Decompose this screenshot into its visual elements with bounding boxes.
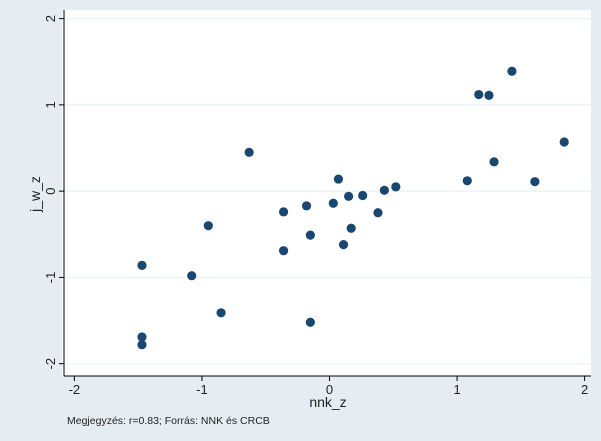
data-point <box>346 223 356 233</box>
data-point <box>278 207 289 217</box>
data-point <box>358 190 368 201</box>
y-tick-label: 2 <box>43 15 58 22</box>
data-point <box>305 230 315 240</box>
data-point <box>530 177 540 187</box>
data-point <box>391 182 401 192</box>
data-point <box>137 332 147 342</box>
x-tick-label: -2 <box>69 382 81 397</box>
data-point <box>489 157 499 167</box>
data-point <box>203 221 213 231</box>
data-point <box>373 208 383 218</box>
data-point <box>333 174 344 184</box>
data-point <box>137 340 147 350</box>
x-tick-label: 2 <box>581 382 588 397</box>
data-point <box>244 147 254 157</box>
x-tick-label: 1 <box>453 382 460 397</box>
data-point <box>338 240 349 250</box>
y-tick-label: 1 <box>43 101 58 108</box>
y-tick-label: 0 <box>43 188 58 195</box>
data-point <box>559 137 569 147</box>
data-points <box>137 66 569 350</box>
grid-lines <box>64 18 591 365</box>
data-point <box>379 185 389 195</box>
axes: -2 -1 0 1 2 -2 -1 0 1 2 <box>43 10 591 397</box>
data-point <box>187 271 197 281</box>
data-point <box>507 66 517 76</box>
data-point <box>137 260 147 270</box>
data-point <box>278 246 289 256</box>
x-tick-label: -1 <box>196 382 208 397</box>
data-point <box>305 317 315 327</box>
x-axis-title: nnk_z <box>309 394 346 410</box>
y-axis-title: j_w_z <box>27 176 43 213</box>
y-tick-label: -2 <box>43 358 58 370</box>
data-point <box>216 308 226 318</box>
data-point <box>474 89 484 100</box>
x-tick-label: 0 <box>326 382 333 397</box>
data-point <box>462 176 472 186</box>
y-tick-label: -1 <box>43 272 58 284</box>
data-point <box>301 201 312 211</box>
plot-region <box>62 10 591 376</box>
data-point <box>484 90 494 101</box>
data-point <box>328 198 338 208</box>
data-point <box>344 191 354 201</box>
chart-note: Megjegyzés: r=0.83; Forrás: NNK és CRCB <box>67 415 270 427</box>
